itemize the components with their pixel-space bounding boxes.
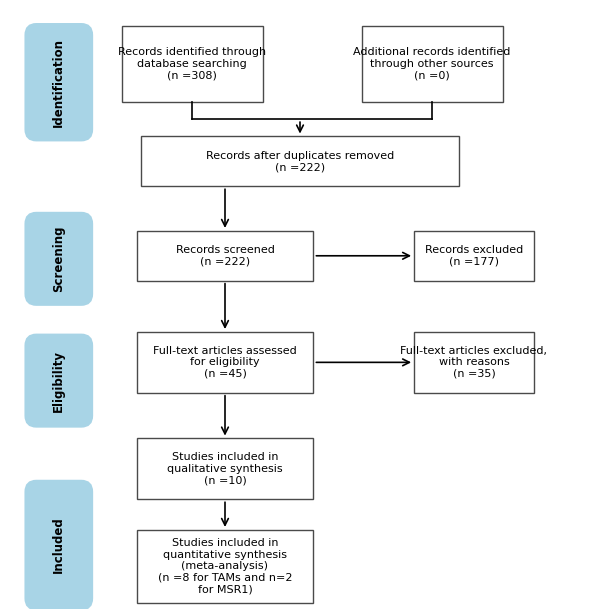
FancyBboxPatch shape [26,213,92,305]
Text: Screening: Screening [52,225,65,292]
Bar [361,26,503,102]
Bar [122,26,263,102]
Text: Records after duplicates removed
(n =222): Records after duplicates removed (n =222… [206,150,394,172]
Text: Additional records identified
through other sources
(n =0): Additional records identified through ot… [353,48,511,80]
Text: Records screened
(n =222): Records screened (n =222) [176,245,274,267]
Bar [137,231,313,281]
Bar [141,136,459,186]
Text: Records identified through
database searching
(n =308): Records identified through database sear… [118,48,266,80]
Text: Studies included in
quantitative synthesis
(meta-analysis)
(n =8 for TAMs and n=: Studies included in quantitative synthes… [158,538,292,594]
Bar [137,530,313,603]
Text: Eligibility: Eligibility [52,350,65,412]
Bar [137,332,313,393]
Bar [414,231,534,281]
Bar [414,332,534,393]
FancyBboxPatch shape [26,335,92,426]
FancyBboxPatch shape [26,24,92,141]
Text: Full-text articles assessed
for eligibility
(n =45): Full-text articles assessed for eligibil… [153,346,297,379]
Text: Included: Included [52,516,65,574]
Text: Records excluded
(n =177): Records excluded (n =177) [425,245,523,267]
Text: Studies included in
qualitative synthesis
(n =10): Studies included in qualitative synthesi… [167,452,283,485]
FancyBboxPatch shape [26,481,92,609]
Bar [137,438,313,499]
Text: Identification: Identification [52,38,65,127]
Text: Full-text articles excluded,
with reasons
(n =35): Full-text articles excluded, with reason… [401,346,548,379]
